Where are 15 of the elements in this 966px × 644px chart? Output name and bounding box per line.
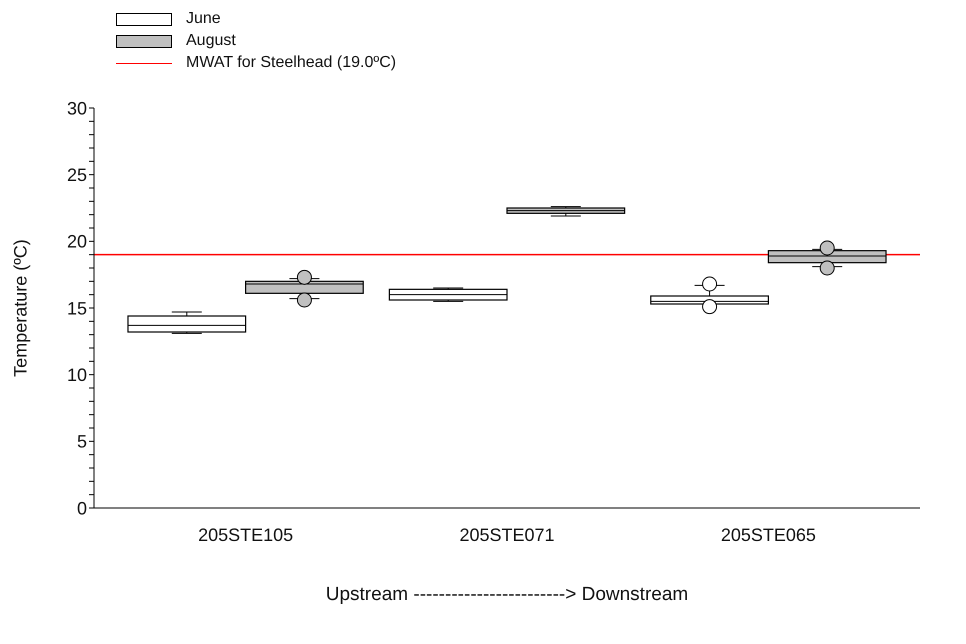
- x-tick-label: 205STE071: [459, 524, 555, 545]
- y-tick-label: 5: [76, 432, 87, 452]
- y-tick-label: 30: [66, 98, 87, 118]
- legend-label: MWAT for Steelhead (19.0ºC): [186, 54, 396, 72]
- legend-label: August: [186, 32, 236, 50]
- y-tick-label: 25: [66, 165, 87, 186]
- y-axis-title: Temperature (ºC): [10, 239, 30, 377]
- y-tick-label: 15: [66, 298, 87, 318]
- x-tick-label: 205STE065: [720, 524, 816, 545]
- x-tick-label: 205STE105: [198, 524, 294, 545]
- legend-label: June: [186, 10, 221, 28]
- y-tick-label: 20: [66, 232, 87, 252]
- y-tick-label: 10: [66, 365, 87, 386]
- y-tick-label: 0: [76, 498, 87, 518]
- x-axis-title: Upstream ------------------------> Downstream: [326, 584, 688, 605]
